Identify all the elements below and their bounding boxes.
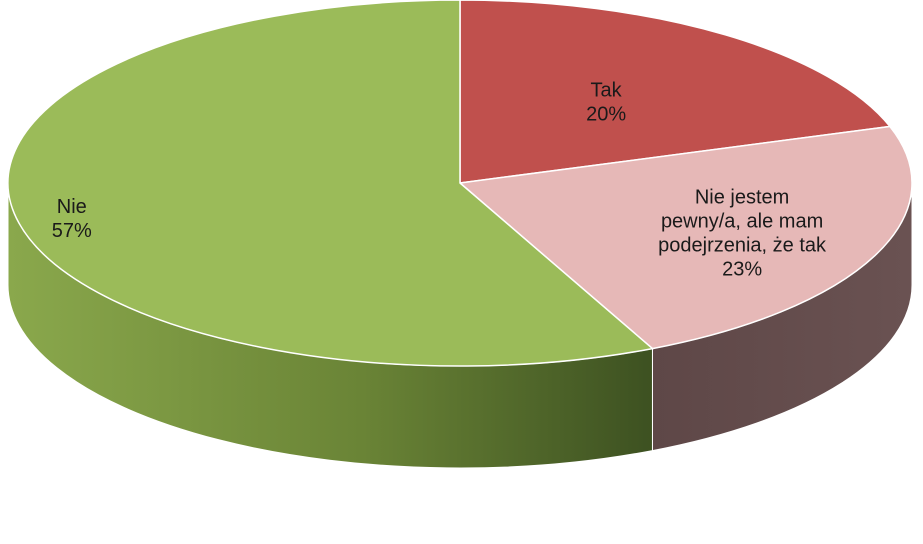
slice-label-nie-jestem: Nie jestem pewny/a, ale mam podejrzenia, ż… xyxy=(658,186,827,280)
slice-label-tak: Tak 20% xyxy=(586,80,626,126)
slice-category-label: Nie xyxy=(57,196,87,218)
slice-category-label: Nie jestem xyxy=(695,186,789,208)
slice-category-label: podejrzenia, że tak xyxy=(658,234,827,256)
slice-value-label: 57% xyxy=(52,220,92,242)
pie-slice-nie xyxy=(7,0,655,367)
pie-slice-nie-jestem xyxy=(458,125,913,350)
pie-slice-tak xyxy=(459,0,892,184)
slice-value-label: 23% xyxy=(722,258,762,280)
slice-category-label: Tak xyxy=(591,80,623,102)
slice-value-label: 20% xyxy=(586,104,626,126)
slice-category-label: pewny/a, ale mam xyxy=(661,210,823,232)
slice-label-nie: Nie 57% xyxy=(52,196,92,242)
